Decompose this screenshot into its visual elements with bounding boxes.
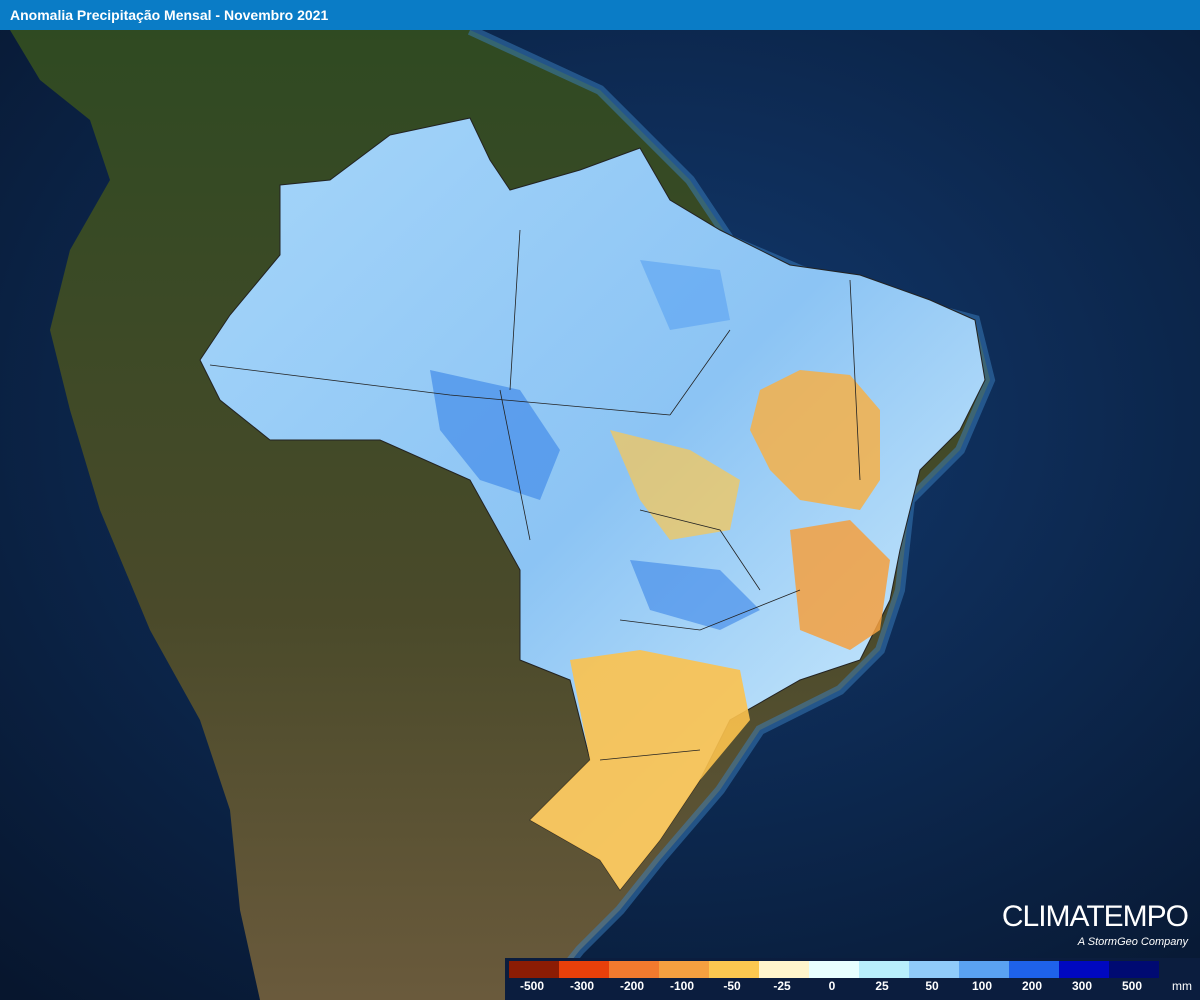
logo: CLIMATEMPO A StormGeo Company xyxy=(1001,900,1189,948)
dry-east xyxy=(790,520,890,650)
title-bar: Anomalia Precipitação Mensal - Novembro … xyxy=(0,0,1200,30)
logo-tagline: A StormGeo Company xyxy=(1077,936,1188,948)
title: Anomalia Precipitação Mensal - Novembro … xyxy=(10,7,329,23)
wet-center xyxy=(430,370,560,500)
dry-south xyxy=(530,650,750,890)
state-borders xyxy=(209,229,861,761)
dry-northeast xyxy=(750,370,880,510)
map xyxy=(0,30,1200,1000)
brazil-anomaly xyxy=(199,117,986,891)
wet-north xyxy=(640,260,730,330)
logo-brand: CLIMATEMPO xyxy=(1001,900,1189,933)
dry-center xyxy=(610,430,740,540)
wet-southeast xyxy=(630,560,760,630)
